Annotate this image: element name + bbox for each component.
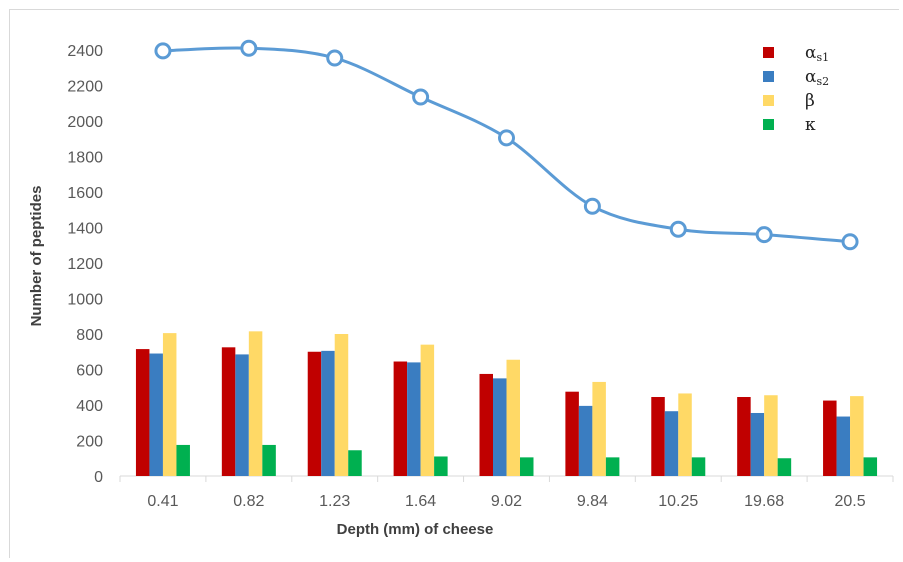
bar [506,359,520,476]
bar [149,353,163,476]
bar [750,412,765,476]
y-tick-label: 1000 [67,292,103,309]
line-point [240,39,258,57]
x-tick-label: 10.25 [658,493,698,510]
bar [863,457,878,476]
line-point [154,42,172,60]
bar [407,362,421,476]
legend-label: αs1 [805,43,829,64]
legend-label: β [805,91,815,111]
line-point [583,197,601,215]
bar [434,456,448,476]
bar [565,391,579,476]
bar [578,405,593,476]
bar [651,397,665,476]
line-series [154,39,859,251]
y-tick-label: 1800 [67,150,103,167]
bar [520,457,534,476]
bar [420,344,435,476]
line-point [498,129,515,147]
bar [221,347,236,476]
x-tick-label: 0.82 [233,493,264,510]
bar [307,351,322,476]
bar [691,457,706,476]
bar [262,444,276,476]
y-tick-label: 1600 [67,185,103,202]
y-tick-label: 2200 [67,79,103,96]
line-point [326,49,344,67]
y-tick-label: 800 [76,327,103,344]
x-tick-label: 9.84 [577,493,608,510]
bar [592,381,606,476]
bar [836,416,851,476]
legend-label: κ [805,115,816,135]
y-tick-label: 600 [76,363,103,380]
x-axis: 0.41 0.82 1.23 1.64 9.02 9.84 10.25 19.68 20.5 [119,475,894,510]
bar [823,400,837,476]
legend-swatch [763,71,774,82]
x-tick-label: 1.23 [319,493,350,510]
x-tick-label: 0.41 [147,493,178,510]
bar [777,458,792,476]
bar [135,349,150,476]
bar [737,397,751,476]
line-point [755,226,773,244]
y-tick-label: 1400 [67,221,103,238]
bar [850,396,864,476]
y-tick-label: 400 [76,398,103,415]
legend-label: αs2 [805,67,829,88]
bar [334,334,349,476]
bar [493,378,507,476]
y-tick-label: 2400 [67,43,103,60]
x-tick-label: 20.5 [834,493,865,510]
line-point [669,220,687,238]
y-axis-ticks: 0 200 400 600 800 1000 1200 1400 1600 1800 2000 220… [67,43,103,486]
bar [764,395,778,476]
y-axis-title: Number of peptides [28,186,45,327]
x-axis-title: Depth (mm) of cheese [337,521,494,538]
legend: αs1 αs2 βκ [763,43,829,135]
bar [605,457,620,476]
bar [348,450,362,476]
line-point [412,88,430,106]
legend-swatch [763,95,774,106]
bar [479,373,493,476]
bar [678,393,692,476]
line-point [841,233,859,251]
y-tick-label: 0 [94,469,103,486]
legend-swatch [763,47,774,58]
y-axis-title-group: Number of peptides [28,186,45,327]
bar [248,331,263,476]
bar [664,411,679,476]
bar-series [135,331,878,476]
y-tick-label: 200 [76,434,103,451]
bar [235,354,249,476]
legend-swatch [763,119,774,130]
x-tick-label: 19.68 [744,493,784,510]
y-tick-label: 1200 [67,256,103,273]
bar [321,350,335,476]
bar [176,444,190,476]
x-tick-label: 1.64 [405,493,436,510]
y-tick-label: 2000 [67,114,103,131]
bar [393,361,408,476]
chart-frame [9,9,899,558]
x-tick-label: 9.02 [491,493,522,510]
bar [162,333,177,476]
